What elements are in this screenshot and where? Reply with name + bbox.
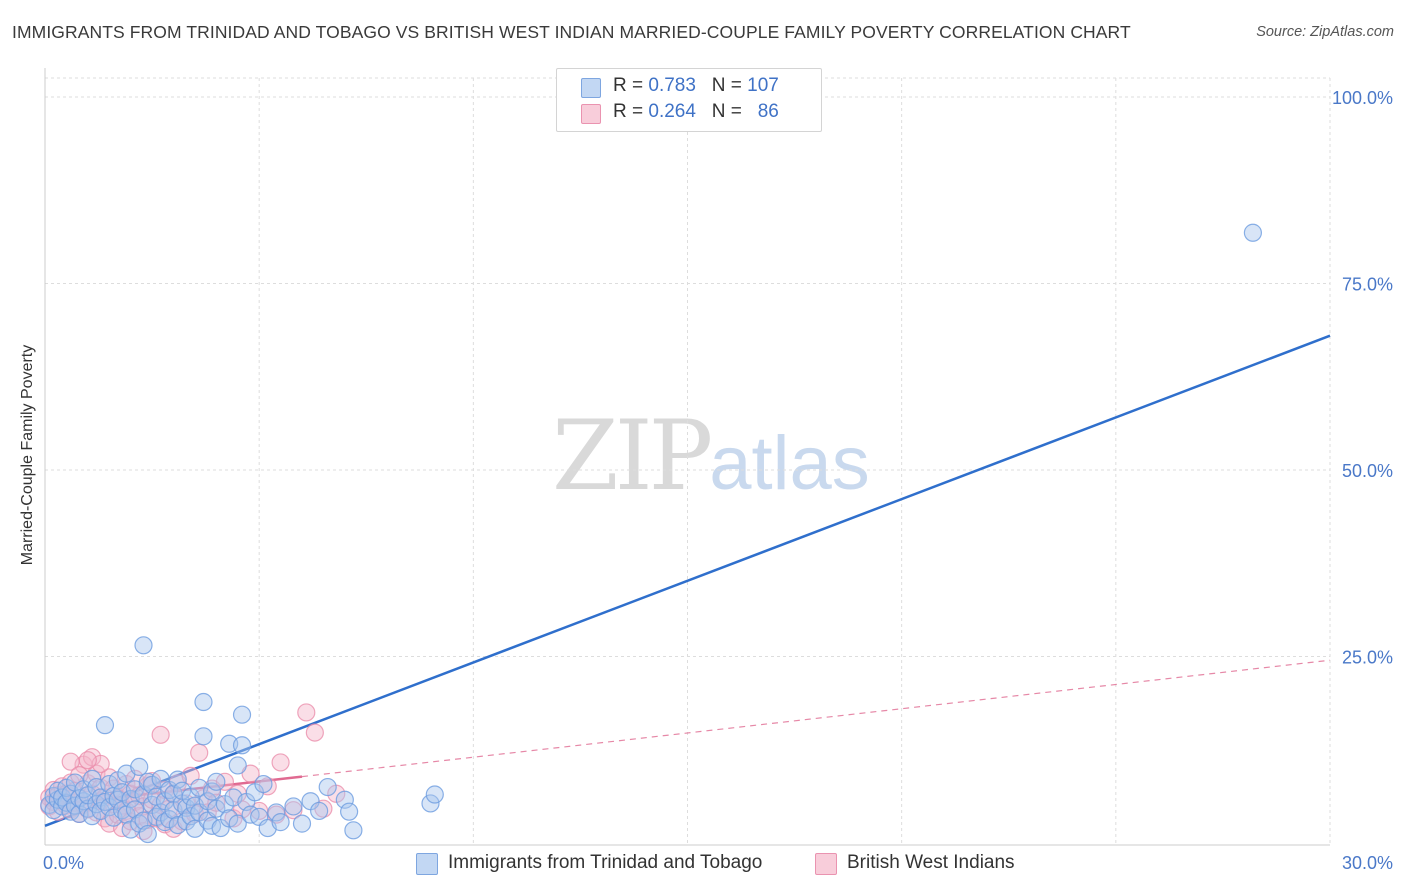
blue-point	[207, 772, 226, 791]
blue-point	[425, 785, 444, 804]
blue-point	[228, 814, 247, 833]
axes	[44, 68, 1330, 846]
blue-point	[220, 809, 239, 828]
watermark-zip: ZIP	[552, 400, 713, 512]
chart-title: IMMIGRANTS FROM TRINIDAD AND TOBAGO VS B…	[12, 22, 1131, 42]
bottom-legend-swatch-pink	[815, 853, 837, 875]
blue-point	[202, 782, 222, 801]
blue-point	[271, 813, 290, 832]
legend-text-pink: R = 0.264 N = 86	[613, 101, 779, 123]
watermark-atlas: atlas	[709, 421, 870, 506]
bottom-legend-swatch-blue	[416, 853, 438, 875]
blue-point	[130, 757, 149, 777]
blue-point	[340, 802, 359, 821]
blue-point	[207, 799, 226, 818]
legend-r-label: R =	[613, 101, 644, 122]
blue-point	[284, 797, 303, 816]
watermark: ZIPatlas	[552, 400, 870, 512]
blue-point	[421, 794, 440, 813]
legend-r-label: R =	[613, 75, 644, 96]
blue-point	[194, 727, 213, 746]
pink-point	[297, 703, 316, 722]
blue-point	[344, 821, 363, 840]
x-tick-label: 30.0%	[1342, 853, 1393, 873]
blue-point	[232, 705, 252, 724]
bottom-legend-label-blue: Immigrants from Trinidad and Tobago	[448, 852, 763, 873]
blue-point	[168, 770, 187, 789]
blue-trend-line	[44, 334, 1331, 828]
trinidad-tobago-points	[40, 223, 1263, 844]
y-tick-label: 25.0%	[1342, 648, 1393, 668]
blue-point	[83, 769, 102, 788]
legend-swatch-blue	[581, 78, 601, 98]
blue-point	[254, 774, 273, 794]
blue-point	[95, 716, 115, 735]
tick-labels: 25.0% 50.0% 75.0% 100.0% 0.0% 30.0%	[43, 88, 1393, 873]
pink-point	[190, 743, 209, 762]
legend-n-value-blue: 107	[747, 75, 779, 96]
pink-point	[305, 723, 324, 742]
blue-point	[83, 807, 102, 826]
blue-point	[138, 824, 157, 844]
legend-swatch-pink	[581, 104, 601, 124]
blue-point	[232, 736, 252, 755]
legend-n-label: N =	[711, 75, 742, 96]
y-tick-label: 75.0%	[1342, 275, 1393, 295]
legend-r-value-pink: 0.264	[648, 101, 696, 122]
blue-point	[335, 790, 354, 809]
blue-point	[228, 756, 247, 775]
y-tick-label: 50.0%	[1342, 461, 1393, 481]
pink-point	[151, 725, 170, 744]
y-tick-label: 100.0%	[1332, 88, 1393, 108]
pink-point	[271, 753, 290, 772]
correlation-legend: R = 0.783 N = 107 R = 0.264 N = 86	[556, 68, 822, 132]
blue-point	[134, 636, 153, 655]
bottom-legend-label-pink: British West Indians	[847, 852, 1015, 873]
blue-point	[310, 801, 329, 821]
gridlines	[45, 77, 1331, 845]
blue-point	[194, 692, 213, 712]
pink-trend-dashed	[301, 659, 1331, 778]
source-label: Source: ZipAtlas.com	[1256, 24, 1394, 40]
blue-point	[1243, 223, 1263, 242]
x-tick-label: 0.0%	[43, 853, 84, 873]
blue-point	[292, 814, 312, 833]
pink-point	[78, 751, 97, 770]
blue-point	[267, 803, 286, 822]
legend-n-label: N =	[711, 101, 742, 122]
legend-r-value-blue: 0.783	[648, 75, 696, 96]
pink-point	[241, 764, 260, 783]
blue-point	[318, 777, 337, 797]
legend-text-blue: R = 0.783 N = 107	[613, 75, 779, 97]
legend-n-value-pink: 86	[757, 101, 779, 122]
